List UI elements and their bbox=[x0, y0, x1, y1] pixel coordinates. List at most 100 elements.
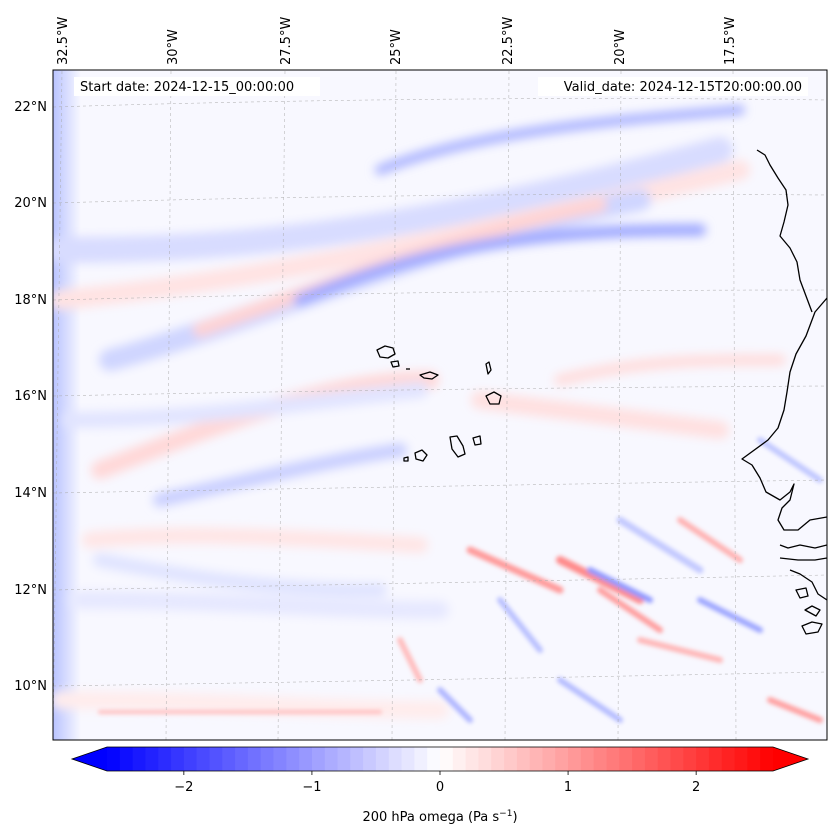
colorbar-segment bbox=[119, 747, 134, 771]
colorbar-ticks: −2 −1 0 1 2 bbox=[174, 771, 700, 795]
colorbar-segment bbox=[580, 747, 595, 771]
colorbar-segment bbox=[107, 747, 121, 771]
lat-label: 20°N bbox=[14, 196, 47, 211]
colorbar-segment bbox=[350, 747, 364, 771]
colorbar-segment bbox=[452, 747, 467, 771]
africa-coast-upper bbox=[756, 149, 813, 313]
colorbar-segment bbox=[145, 747, 159, 771]
sal-island bbox=[485, 361, 492, 375]
colorbar-tick-label: 2 bbox=[692, 780, 700, 795]
lon-label: 20°W bbox=[613, 29, 628, 65]
colorbar-segment bbox=[683, 747, 697, 771]
colorbar-segment bbox=[235, 747, 249, 771]
africa-coast bbox=[741, 297, 827, 531]
colorbar-segment bbox=[504, 747, 518, 771]
lon-label: 22.5°W bbox=[501, 17, 516, 65]
colorbar-extend-low bbox=[72, 747, 107, 771]
lon-label: 32.5°W bbox=[56, 17, 71, 65]
colorbar-segment bbox=[670, 747, 684, 771]
start-date-label: Start date: 2024-12-15_00:00:00 bbox=[80, 80, 294, 95]
colorbar-title-main: 200 hPa omega (Pa s bbox=[362, 810, 499, 825]
colorbar-extend-high bbox=[773, 747, 808, 771]
santiago-island bbox=[449, 435, 466, 458]
coastlines bbox=[376, 149, 827, 635]
colorbar-segment bbox=[183, 747, 198, 771]
valid-date-box bbox=[538, 77, 808, 96]
gridlines bbox=[53, 70, 827, 740]
colorbar-segment bbox=[363, 747, 377, 771]
fogo-island bbox=[414, 449, 428, 462]
lat-label: 16°N bbox=[14, 389, 47, 404]
colorbar-segment bbox=[734, 747, 748, 771]
colorbar-segment bbox=[324, 747, 339, 771]
colorbar-tick-label: −1 bbox=[302, 780, 321, 795]
colorbar-segment bbox=[401, 747, 415, 771]
colorbar-segment bbox=[747, 747, 761, 771]
map-frame bbox=[52, 69, 828, 741]
omega-field: Start date: 2024-12-15_00:00:00 Valid_da… bbox=[53, 70, 827, 740]
colorbar-segment bbox=[158, 747, 172, 771]
santo-antao-island bbox=[376, 345, 396, 359]
maio-island bbox=[472, 435, 482, 446]
colorbar-segment bbox=[171, 747, 185, 771]
colorbar-title-sup: −1 bbox=[499, 809, 512, 819]
colorbar-segment bbox=[555, 747, 569, 771]
lon-label: 25°W bbox=[389, 29, 404, 65]
colorbar-segment bbox=[132, 747, 147, 771]
latitude-labels: 22°N 20°N 18°N 16°N 14°N 12°N 10°N bbox=[14, 100, 47, 694]
colorbar-segment bbox=[657, 747, 672, 771]
colorbar-segment bbox=[260, 747, 275, 771]
colorbar-segment bbox=[696, 747, 710, 771]
colorbar-segment bbox=[388, 747, 403, 771]
colorbar-segment bbox=[286, 747, 300, 771]
colorbar: −2 −1 0 1 2 200 hPa omega (Pa s−1) bbox=[70, 746, 810, 825]
colorbar-segments bbox=[72, 747, 808, 771]
gambia-coast bbox=[779, 544, 827, 561]
colorbar-outline bbox=[70, 746, 810, 772]
lon-label: 30°W bbox=[166, 29, 181, 65]
colorbar-segment bbox=[222, 747, 236, 771]
colorbar-segment bbox=[414, 747, 428, 771]
colorbar-segment bbox=[299, 747, 313, 771]
sao-nicolau-island bbox=[419, 371, 439, 380]
lon-label: 27.5°W bbox=[279, 17, 294, 65]
colorbar-segment bbox=[606, 747, 620, 771]
lat-label: 10°N bbox=[14, 679, 47, 694]
brava-island bbox=[403, 456, 409, 462]
lat-label: 14°N bbox=[14, 486, 47, 501]
guinea-bissau-coast bbox=[789, 569, 827, 635]
lat-label: 22°N bbox=[14, 100, 47, 115]
colorbar-segment bbox=[375, 747, 390, 771]
colorbar-segment bbox=[708, 747, 723, 771]
colorbar-segment bbox=[644, 747, 659, 771]
colorbar-segment bbox=[542, 747, 556, 771]
colorbar-segment bbox=[209, 747, 223, 771]
colorbar-tick-label: 0 bbox=[436, 780, 444, 795]
colorbar-segment bbox=[337, 747, 351, 771]
colorbar-segment bbox=[311, 747, 326, 771]
boa-vista-island bbox=[485, 391, 502, 405]
colorbar-segment bbox=[273, 747, 287, 771]
colorbar-segment bbox=[196, 747, 211, 771]
colorbar-segment bbox=[440, 747, 454, 771]
colorbar-segment bbox=[516, 747, 531, 771]
lat-label: 18°N bbox=[14, 293, 47, 308]
lat-label: 12°N bbox=[14, 583, 47, 598]
colorbar-title: 200 hPa omega (Pa s−1) bbox=[362, 809, 517, 825]
colorbar-segment bbox=[247, 747, 262, 771]
colorbar-segment bbox=[529, 747, 544, 771]
colorbar-segment bbox=[760, 747, 774, 771]
colorbar-segment bbox=[632, 747, 646, 771]
colorbar-segment bbox=[465, 747, 480, 771]
colorbar-title-close: ) bbox=[512, 810, 517, 825]
colorbar-segment bbox=[568, 747, 582, 771]
colorbar-segment bbox=[478, 747, 492, 771]
colorbar-tick-label: 1 bbox=[564, 780, 572, 795]
colorbar-segment bbox=[491, 747, 505, 771]
colorbar-segment bbox=[721, 747, 736, 771]
colorbar-tick-label: −2 bbox=[174, 780, 193, 795]
valid-date-label: Valid_date: 2024-12-15T20:00:00.00 bbox=[564, 80, 802, 95]
sao-vicente-island bbox=[390, 360, 400, 368]
colorbar-segment bbox=[593, 747, 608, 771]
